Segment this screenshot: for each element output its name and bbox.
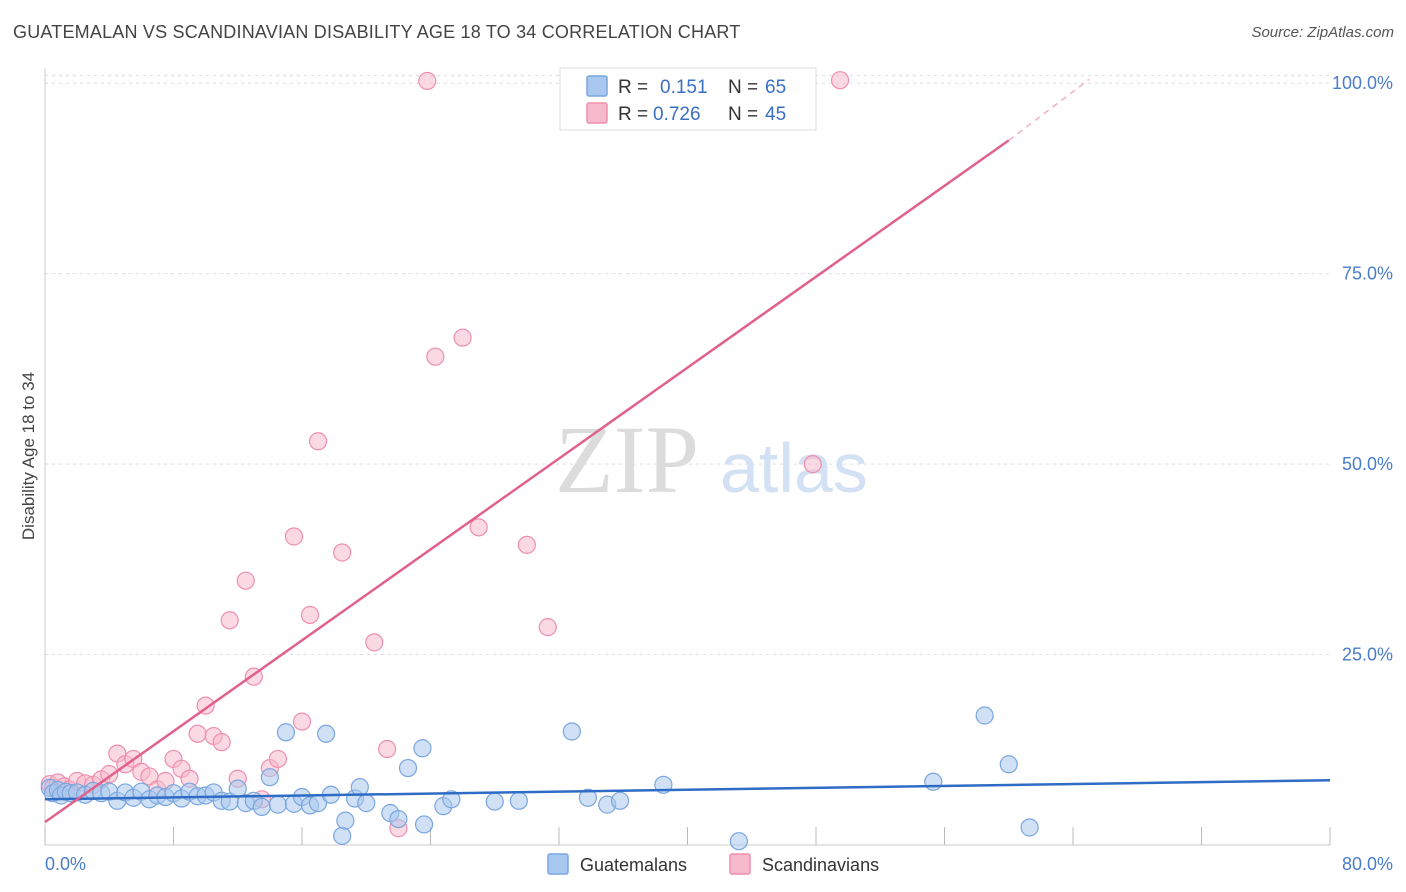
scandinavians-point-39 bbox=[418, 71, 437, 91]
guatemalans-trend-line bbox=[44, 779, 1331, 801]
scandinavians-point-21 bbox=[196, 696, 215, 715]
guatemalans-point-45 bbox=[389, 809, 408, 829]
guatemalans-point-61 bbox=[999, 755, 1018, 774]
bottom-legend-label-guatemalans: Guatemalans bbox=[580, 855, 687, 875]
chart-title: GUATEMALAN VS SCANDINAVIAN DISABILITY AG… bbox=[13, 22, 741, 42]
scandinavians-point-45 bbox=[803, 455, 822, 474]
bottom-legend-swatch-pink bbox=[729, 853, 751, 875]
guatemalans-point-31 bbox=[268, 795, 288, 814]
guatemalans-point-47 bbox=[413, 739, 432, 758]
scandinavians-point-34 bbox=[308, 432, 328, 451]
legend-r-label-blue: R = bbox=[618, 77, 648, 98]
watermark: ZIP atlas bbox=[555, 406, 868, 513]
scandinavians-point-44 bbox=[538, 618, 557, 637]
guatemalans-point-54 bbox=[578, 788, 598, 807]
legend-n-label-blue: N = bbox=[728, 77, 758, 98]
guatemalans-point-39 bbox=[333, 826, 352, 845]
y-tick-label-0: 25.0% bbox=[1342, 645, 1393, 665]
legend-n-label-pink: N = bbox=[728, 104, 758, 125]
legend-swatch-pink bbox=[586, 102, 608, 124]
x-tick-label-1: 80.0% bbox=[1342, 854, 1393, 874]
y-tick-labels: 25.0% 50.0% 75.0% 100.0% bbox=[1332, 73, 1393, 664]
scandinavians-point-42 bbox=[469, 518, 488, 537]
guatemalans-point-50 bbox=[442, 790, 461, 809]
guatemalans-point-32 bbox=[276, 723, 296, 742]
chart-source: Source: ZipAtlas.com bbox=[1251, 24, 1394, 41]
guatemalans-point-29 bbox=[252, 797, 271, 817]
guatemalans-point-59 bbox=[924, 772, 943, 791]
scandinavians-point-24 bbox=[220, 611, 239, 630]
guatemalans-point-62 bbox=[1020, 818, 1039, 837]
guatemalans-point-58 bbox=[729, 832, 749, 851]
legend-r-value-pink: 0.726 bbox=[653, 104, 701, 125]
scandinavians-point-41 bbox=[453, 328, 472, 347]
guatemalans-point-53 bbox=[562, 722, 581, 741]
grid-lines bbox=[45, 75, 1330, 656]
watermark-zip: ZIP bbox=[555, 406, 699, 513]
guatemalans-point-30 bbox=[260, 768, 279, 787]
x-tick-label-0: 0.0% bbox=[45, 854, 86, 874]
guatemalans-point-52 bbox=[509, 791, 528, 810]
legend-n-value-blue: 65 bbox=[765, 77, 786, 98]
y-tick-label-2: 75.0% bbox=[1342, 264, 1393, 284]
legend-n-value-pink: 45 bbox=[765, 104, 786, 125]
guatemalans-point-42 bbox=[350, 778, 369, 797]
guatemalans-point-43 bbox=[357, 794, 376, 813]
x-tick-labels: 0.0% 80.0% bbox=[45, 854, 1393, 874]
y-tick-label-3: 100.0% bbox=[1332, 73, 1393, 93]
scandinavians-point-35 bbox=[333, 543, 352, 562]
guatemalans-point-37 bbox=[316, 724, 336, 743]
y-axis-label: Disability Age 18 to 34 bbox=[19, 372, 38, 540]
scandinavians-point-32 bbox=[292, 712, 312, 731]
scandinavians-point-43 bbox=[517, 535, 536, 554]
bottom-legend: Guatemalans Scandinavians bbox=[547, 853, 879, 875]
guatemalans-point-48 bbox=[414, 815, 434, 834]
watermark-atlas: atlas bbox=[720, 429, 868, 507]
scandinavians-trend-extension bbox=[1008, 78, 1090, 141]
bottom-legend-swatch-blue bbox=[547, 853, 569, 875]
guatemalans-point-51 bbox=[485, 792, 504, 811]
scandinavians-point-46 bbox=[830, 71, 850, 90]
x-ticks bbox=[44, 827, 1331, 845]
guatemalans-point-60 bbox=[975, 706, 994, 725]
guatemalans-point-40 bbox=[336, 811, 355, 830]
scandinavians-point-36 bbox=[365, 633, 384, 652]
legend-swatch-blue bbox=[586, 75, 608, 97]
scandinavians-point-26 bbox=[236, 571, 255, 590]
y-tick-label-1: 50.0% bbox=[1342, 454, 1393, 474]
guatemalans-point-46 bbox=[398, 758, 418, 778]
scandinavians-point-20 bbox=[188, 724, 207, 743]
legend-r-value-blue: 0.151 bbox=[660, 77, 708, 98]
scandinavians-point-33 bbox=[300, 605, 320, 625]
scandinavians-point-23 bbox=[212, 733, 231, 752]
scandinavians-point-30 bbox=[268, 749, 288, 769]
legend-r-label-pink: R = bbox=[618, 104, 648, 125]
guatemalans-point-56 bbox=[610, 791, 630, 810]
trend-lines bbox=[44, 78, 1331, 824]
scandinavians-point-40 bbox=[426, 347, 445, 366]
scandinavians-point-37 bbox=[378, 739, 397, 759]
bottom-legend-label-scandinavians: Scandinavians bbox=[762, 855, 879, 875]
scandinavians-trend-line bbox=[44, 139, 1010, 824]
legend-box: R = 0.151 N = 65 R = 0.726 N = 45 bbox=[559, 67, 817, 131]
scandinavians-point-31 bbox=[284, 527, 304, 546]
